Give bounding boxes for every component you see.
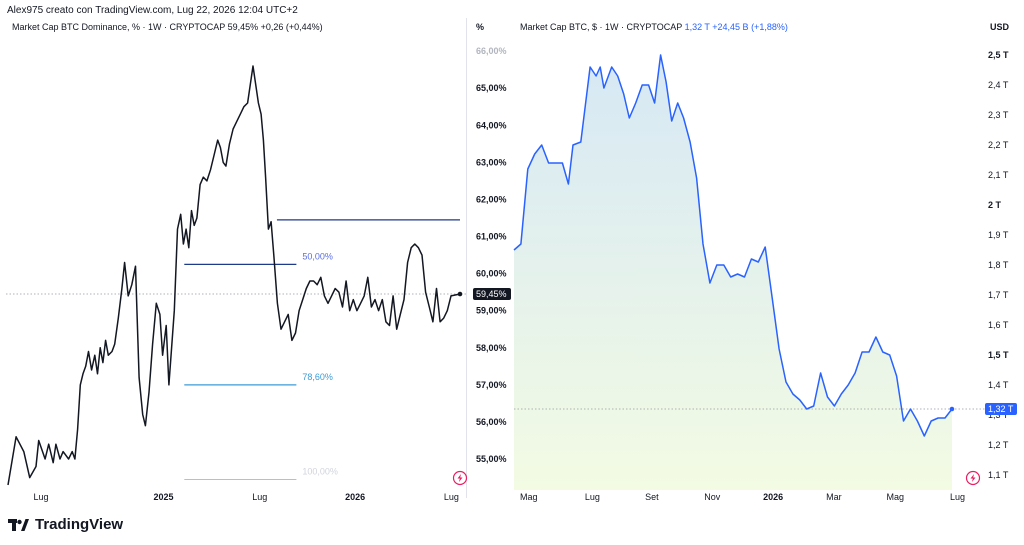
left-legend-change: +0,26 (+0,44%) xyxy=(260,22,323,32)
left-legend-title: Market Cap BTC Dominance, % · 1W · CRYPT… xyxy=(12,22,226,32)
y-tick-label: 55,00% xyxy=(476,454,507,464)
x-tick-label: Nov xyxy=(704,492,721,502)
y-tick-label: 2,3 T xyxy=(988,110,1009,120)
x-tick-label: 2026 xyxy=(345,492,365,502)
lightning-icon[interactable] xyxy=(452,470,468,486)
y-tick-label: 58,00% xyxy=(476,343,507,353)
y-tick-label: 1,6 T xyxy=(988,320,1009,330)
left-chart: 66,00% 65,00% 64,00% 63,00% 62,00% 61,00% 60,0… xyxy=(6,46,511,502)
y-tick-label: 1,2 T xyxy=(988,440,1009,450)
fib-level-label: 78,60% xyxy=(302,372,333,382)
x-tick-label: Set xyxy=(645,492,659,502)
y-tick-label: 1,9 T xyxy=(988,230,1009,240)
right-chart-legend: Market Cap BTC, $ · 1W · CRYPTOCAP 1,32 … xyxy=(520,22,788,32)
fib-level-label: 100,00% xyxy=(302,466,338,476)
y-tick-label: 1,7 T xyxy=(988,290,1009,300)
fib-level-label: 50,00% xyxy=(302,251,333,261)
area-fill xyxy=(514,55,952,490)
right-chart: 2,5 T 2,4 T 2,3 T 2,2 T 2,1 T 2 T 1,9 T 1,8 T 1,… xyxy=(513,50,1017,502)
left-axis-unit: % xyxy=(476,22,485,32)
x-tick-label: Lug xyxy=(252,492,267,502)
x-tick-label: Mag xyxy=(520,492,538,502)
right-legend-change: +24,45 B (+1,88%) xyxy=(712,22,788,32)
last-value-badge xyxy=(473,288,511,301)
y-tick-label: 59,00% xyxy=(476,306,507,316)
x-tick-label: Lug xyxy=(33,492,48,502)
left-chart-legend: Market Cap BTC Dominance, % · 1W · CRYPT… xyxy=(12,22,323,32)
x-tick-label: Mar xyxy=(826,492,842,502)
left-legend-last: 59,45% xyxy=(227,22,259,32)
x-tick-label: Lug xyxy=(444,492,459,502)
y-tick-label: 2 T xyxy=(988,200,1002,210)
y-tick-label: 1,5 T xyxy=(988,350,1009,360)
y-tick-label: 2,5 T xyxy=(988,50,1009,60)
tradingview-brand: TradingView xyxy=(8,516,123,533)
x-tick-label: Lug xyxy=(950,492,965,502)
y-tick-label: 64,00% xyxy=(476,120,507,130)
y-tick-label: 1,8 T xyxy=(988,260,1009,270)
last-value-badge xyxy=(985,403,1017,415)
tradingview-logo-icon xyxy=(8,517,29,533)
x-tick-label: 2026 xyxy=(763,492,783,502)
y-tick-label: 63,00% xyxy=(476,157,507,167)
y-tick-label: 62,00% xyxy=(476,194,507,204)
y-tick-label: 65,00% xyxy=(476,83,507,93)
lightning-icon[interactable] xyxy=(965,470,981,486)
last-value-label: 1,32 T xyxy=(988,404,1014,414)
price-line xyxy=(513,54,953,437)
y-tick-label: 66,00% xyxy=(476,46,507,56)
tradingview-wordmark: TradingView xyxy=(35,516,124,533)
last-value-label: 59,45% xyxy=(476,289,507,299)
y-tick-label: 2,1 T xyxy=(988,170,1009,180)
y-tick-label: 2,4 T xyxy=(988,80,1009,90)
x-tick-label: Mag xyxy=(886,492,904,502)
last-point xyxy=(457,291,463,297)
panel-divider xyxy=(466,18,467,498)
y-tick-label: 2,2 T xyxy=(988,140,1009,150)
y-tick-label: 56,00% xyxy=(476,417,507,427)
x-tick-label: 2025 xyxy=(153,492,173,502)
chart-attribution: Alex975 creato con TradingView.com, Lug … xyxy=(7,5,298,16)
last-point xyxy=(949,406,955,412)
y-tick-label: 1,1 T xyxy=(988,470,1009,480)
y-tick-label: 61,00% xyxy=(476,232,507,242)
right-axis-unit: USD xyxy=(990,22,1010,32)
right-legend-last: 1,32 T xyxy=(684,22,710,32)
y-tick-label: 60,00% xyxy=(476,269,507,279)
right-legend-title: Market Cap BTC, $ · 1W · CRYPTOCAP xyxy=(520,22,683,32)
y-tick-label: 1,4 T xyxy=(988,380,1009,390)
y-tick-label: 57,00% xyxy=(476,380,507,390)
price-line xyxy=(7,65,461,486)
x-tick-label: Lug xyxy=(585,492,600,502)
